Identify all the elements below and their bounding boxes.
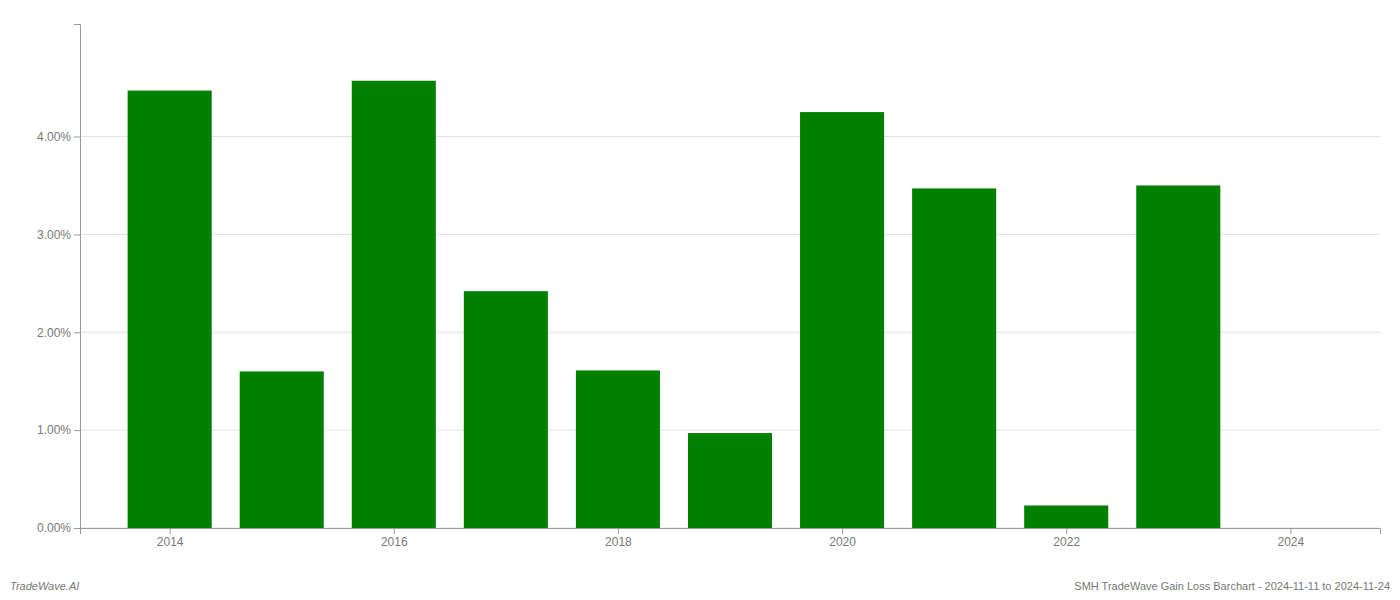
bar — [1136, 185, 1220, 528]
x-tick: 2024 — [1277, 528, 1304, 549]
bar — [128, 91, 212, 528]
x-tick-label: 2024 — [1277, 535, 1304, 549]
annotation: SMH TradeWave Gain Loss Barchart - 2024-… — [1074, 580, 1390, 592]
bar — [240, 371, 324, 528]
bar — [1024, 505, 1108, 528]
y-tick-mark — [74, 137, 80, 138]
x-tick-label: 2022 — [1053, 535, 1080, 549]
x-tick-label: 2018 — [605, 535, 632, 549]
y-tick: 1.00% — [37, 423, 80, 437]
y-tick: 2.00% — [37, 326, 80, 340]
bar — [912, 188, 996, 528]
y-tick-label: 1.00% — [37, 423, 71, 437]
x-tick-mark — [1066, 528, 1067, 534]
chart: 2014 2016 2018 2020 2022 2024 0.00% 1.00% 2.00% 3… — [0, 0, 1400, 600]
bars — [128, 81, 1221, 528]
grid-line — [80, 136, 1380, 137]
y-axis: 0.00% 1.00% 2.00% 3.00% 4.00% — [37, 25, 81, 536]
y-tick-label: 3.00% — [37, 228, 71, 242]
x-tick-mark — [394, 528, 395, 534]
y-tick: 4.00% — [37, 130, 80, 144]
grid — [80, 137, 1380, 528]
y-axis-line — [74, 25, 81, 529]
bar — [800, 112, 884, 528]
x-tick: 2018 — [605, 528, 632, 549]
x-axis: 2014 2016 2018 2020 2022 2024 — [81, 528, 1381, 549]
bar — [352, 81, 436, 528]
x-tick: 2022 — [1053, 528, 1080, 549]
x-tick-label: 2016 — [381, 535, 408, 549]
y-tick-label: 0.00% — [37, 521, 71, 535]
x-tick-mark — [842, 528, 843, 534]
y-tick: 3.00% — [37, 228, 80, 242]
y-tick-mark — [74, 332, 80, 333]
x-axis-line — [81, 529, 1381, 535]
y-tick: 0.00% — [37, 521, 80, 535]
plot: 2014 2016 2018 2020 2022 2024 0.00% 1.00% 2.00% 3… — [37, 25, 1381, 549]
x-tick: 2020 — [829, 528, 856, 549]
x-tick-mark — [1290, 528, 1291, 534]
annotation: TradeWave.AI — [10, 580, 79, 592]
y-tick-mark — [74, 430, 80, 431]
x-tick-label: 2014 — [157, 535, 184, 549]
bar — [576, 370, 660, 528]
y-tick-mark — [74, 528, 80, 529]
bar — [1248, 528, 1332, 529]
bar — [464, 291, 548, 528]
y-tick-label: 2.00% — [37, 326, 71, 340]
x-tick-mark — [170, 528, 171, 534]
x-tick-label: 2020 — [829, 535, 856, 549]
x-tick-mark — [618, 528, 619, 534]
y-tick-mark — [74, 234, 80, 235]
x-tick: 2016 — [381, 528, 408, 549]
x-tick: 2014 — [157, 528, 184, 549]
y-tick-label: 4.00% — [37, 130, 71, 144]
bar — [688, 433, 772, 528]
